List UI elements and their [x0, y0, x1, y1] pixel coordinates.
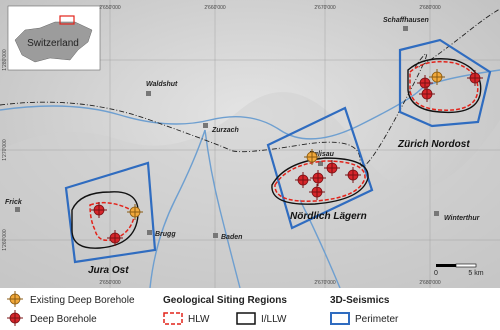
region-label: Zürich Nordost — [397, 139, 470, 150]
legend-label: I/LLW — [261, 314, 287, 325]
legend-label: HLW — [188, 314, 210, 325]
region-label: Jura Ost — [88, 265, 129, 276]
illw-region — [407, 58, 482, 114]
hlw-region — [274, 160, 366, 202]
grid-label: 1'270'000 — [2, 139, 8, 161]
grid-label: 2'650'000 — [99, 5, 121, 11]
perimeter — [398, 38, 492, 128]
grid-label: 2'680'000 — [419, 5, 441, 11]
border — [0, 8, 500, 167]
place-label: Zurzach — [211, 127, 239, 134]
legend-label: Existing Deep Borehole — [30, 295, 135, 306]
inset-country — [14, 21, 93, 63]
rivers — [0, 69, 500, 289]
grid-label: 2'660'000 — [204, 5, 226, 11]
perimeter — [64, 161, 157, 264]
grid-label: 2'650'000 — [99, 280, 121, 286]
grid-label: 1'280'000 — [2, 49, 8, 71]
region-label: Nördlich Lägern — [290, 211, 367, 222]
grid-label: 2'670'000 — [314, 280, 336, 286]
legend-symbol — [163, 312, 183, 325]
scale-label: 0 — [434, 270, 438, 277]
inset-frame — [59, 15, 75, 25]
grid-label: 2'680'000 — [419, 280, 441, 286]
relief — [0, 92, 500, 288]
legend-label: Deep Borehole — [30, 314, 97, 325]
legend-symbol — [236, 312, 256, 325]
inset-label: Switzerland — [27, 38, 79, 49]
place-label: Waldshut — [146, 81, 178, 88]
scale-label: 5 km — [468, 270, 483, 277]
legend-label: Perimeter — [355, 314, 399, 325]
place-label: Schaffhausen — [383, 17, 429, 24]
legend-heading: 3D-Seismics — [330, 295, 390, 306]
illw-region — [271, 157, 369, 205]
grid-label: 2'670'000 — [314, 5, 336, 11]
legend-heading: Geological Siting Regions — [163, 295, 287, 306]
legend-symbol — [330, 312, 350, 325]
scale-bar — [436, 264, 456, 267]
place-label: Eglisau — [309, 151, 335, 158]
place-label: Frick — [5, 199, 23, 206]
legend — [0, 288, 500, 330]
hlw-region — [409, 60, 479, 111]
place-label: Brugg — [155, 231, 176, 238]
place-label: Baden — [221, 234, 242, 241]
grid-label: 1'260'000 — [2, 229, 8, 251]
place-markers — [15, 26, 439, 238]
place-label: Winterthur — [444, 215, 481, 222]
perimeter — [266, 106, 374, 230]
scale-bar — [455, 263, 477, 268]
